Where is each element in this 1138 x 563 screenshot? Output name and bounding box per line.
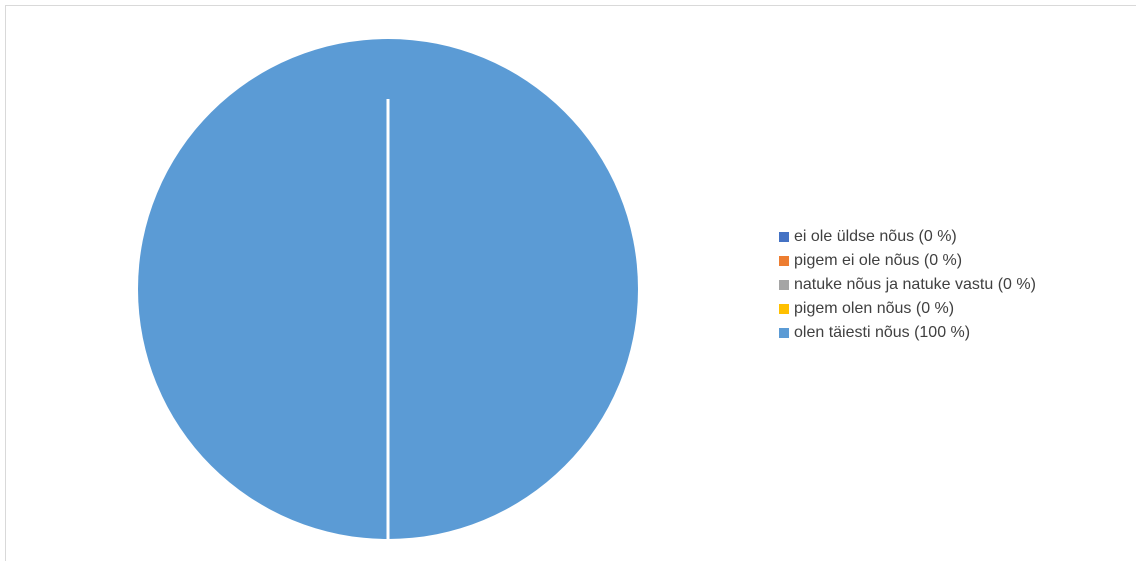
legend-item: pigem olen nõus (0 %) [779, 297, 1036, 321]
legend-item: ei ole üldse nõus (0 %) [779, 225, 1036, 249]
legend-label: pigem ei ole nõus (0 %) [794, 252, 963, 269]
chart-legend: ei ole üldse nõus (0 %) pigem ei ole nõu… [779, 225, 1036, 345]
legend-item: pigem ei ole nõus (0 %) [779, 249, 1036, 273]
legend-label: natuke nõus ja natuke vastu (0 %) [794, 276, 1036, 293]
legend-swatch [779, 304, 789, 314]
legend-swatch [779, 256, 789, 266]
legend-swatch [779, 232, 789, 242]
legend-label: pigem olen nõus (0 %) [794, 300, 955, 317]
legend-label: ei ole üldse nõus (0 %) [794, 228, 957, 245]
legend-swatch [779, 280, 789, 290]
legend-item: olen täiesti nõus (100 %) [779, 321, 1036, 345]
legend-item: natuke nõus ja natuke vastu (0 %) [779, 273, 1036, 297]
legend-label: olen täiesti nõus (100 %) [794, 324, 971, 341]
chart-area: ei ole üldse nõus (0 %) pigem ei ole nõu… [5, 5, 1136, 561]
legend-swatch [779, 328, 789, 338]
pie-chart [138, 39, 638, 539]
